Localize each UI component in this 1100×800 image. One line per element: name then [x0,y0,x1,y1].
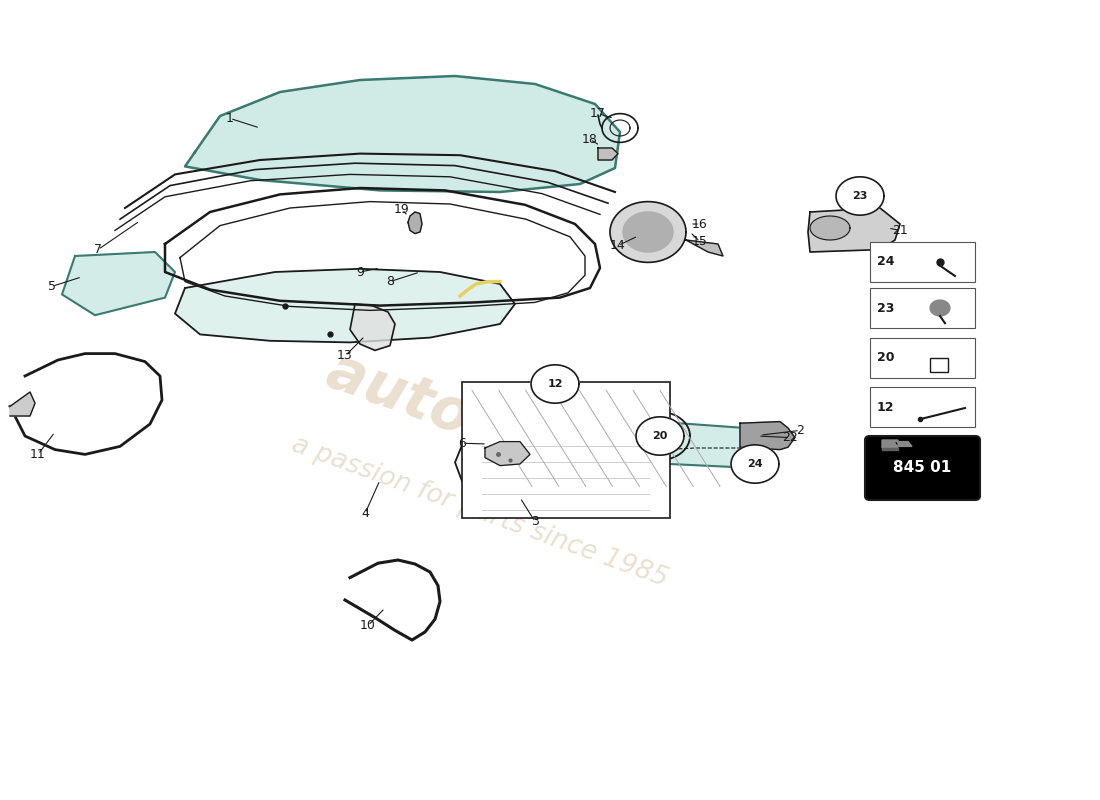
Text: a passion for parts since 1985: a passion for parts since 1985 [288,432,672,592]
Text: 17: 17 [590,107,606,120]
Text: autoparts: autoparts [319,342,640,506]
Text: 10: 10 [360,619,376,632]
FancyBboxPatch shape [870,288,975,328]
Text: 18: 18 [582,133,598,146]
Text: 12: 12 [877,401,894,414]
Text: 4: 4 [361,507,368,520]
Text: 21: 21 [892,224,907,237]
Text: 2: 2 [796,424,804,437]
Text: 7: 7 [94,243,102,256]
Polygon shape [808,208,900,252]
Polygon shape [882,448,898,450]
Text: 12: 12 [548,379,563,389]
Text: 24: 24 [747,459,762,469]
Polygon shape [531,365,579,403]
Text: 6: 6 [458,437,466,450]
Text: 19: 19 [394,203,410,216]
FancyBboxPatch shape [462,382,670,518]
Polygon shape [740,422,795,450]
Text: 20: 20 [877,351,894,364]
Text: 1: 1 [227,112,234,125]
Text: 11: 11 [30,448,46,461]
Text: 20: 20 [652,431,668,441]
Polygon shape [455,426,548,506]
Polygon shape [175,269,515,342]
Text: 8: 8 [386,275,394,288]
Text: 23: 23 [852,191,868,201]
Text: 9: 9 [356,266,364,278]
Polygon shape [635,420,770,468]
Text: 5: 5 [48,280,56,293]
Polygon shape [732,445,779,483]
Text: 16: 16 [692,218,708,230]
Polygon shape [598,148,618,160]
Polygon shape [931,300,950,316]
FancyBboxPatch shape [930,358,948,372]
Text: 3: 3 [531,515,539,528]
FancyBboxPatch shape [870,338,975,378]
Polygon shape [485,442,530,466]
Polygon shape [623,212,673,252]
Polygon shape [810,216,850,240]
Text: 24: 24 [877,255,894,268]
Polygon shape [62,252,175,315]
Text: 845 01: 845 01 [893,461,952,475]
Polygon shape [882,440,912,448]
Text: 23: 23 [877,302,894,314]
Polygon shape [350,304,395,350]
Polygon shape [836,177,884,215]
Polygon shape [686,240,723,256]
FancyBboxPatch shape [865,436,980,500]
Polygon shape [408,212,422,234]
FancyBboxPatch shape [870,242,975,282]
Polygon shape [636,417,684,455]
Text: 15: 15 [692,235,708,248]
Text: 13: 13 [337,350,353,362]
Polygon shape [185,76,620,192]
Text: 22: 22 [782,431,797,444]
Polygon shape [10,392,35,416]
FancyBboxPatch shape [870,387,975,427]
Text: 14: 14 [610,239,626,252]
Polygon shape [610,202,686,262]
